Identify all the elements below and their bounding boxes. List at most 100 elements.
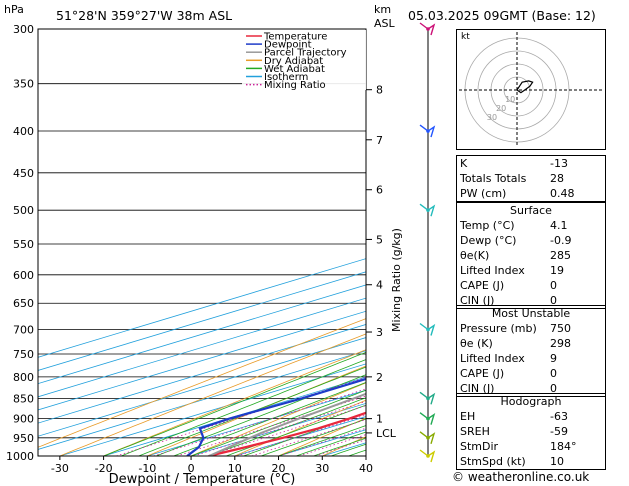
row-value: -63 (550, 410, 568, 423)
row-value: 285 (550, 249, 571, 262)
isotherm-line (38, 297, 366, 398)
dry-adiabat-line (103, 349, 366, 456)
pressure-tick-label: 850 (13, 392, 34, 405)
table-row: CAPE (J) 0 (457, 278, 606, 293)
row-value: -0.9 (550, 234, 572, 247)
indices-table: K -13 Totals Totals 28 PW (cm) 0.48 (456, 155, 606, 202)
table-row: Temp (°C) 4.1 (457, 218, 606, 233)
row-label: Pressure (mb) (460, 322, 537, 335)
hodograph-trace (516, 80, 534, 94)
table-header: Surface (510, 204, 552, 217)
row-value: 0 (550, 294, 557, 307)
row-label: SREH (460, 425, 490, 438)
km-tick-label: 3 (376, 326, 383, 339)
row-value: 0.48 (550, 187, 575, 200)
series-line-parcel-trajectory (208, 392, 366, 456)
km-tick-label: 5 (376, 233, 383, 246)
datetime-header: 05.03.2025 09GMT (Base: 12) (408, 8, 596, 23)
row-value: 10 (550, 455, 564, 468)
hodograph-stats-table: Hodograph EH -63 SREH -59 StmDir 184° StmSpd (k… (456, 393, 606, 470)
isotherm-line (38, 350, 366, 450)
mixing-ratio-line (153, 388, 366, 456)
temp-tick-label: 10 (228, 462, 242, 475)
pressure-tick-label: 450 (13, 167, 34, 180)
mixing-ratio-line (236, 414, 366, 456)
temp-tick-label: 30 (315, 462, 329, 475)
wet-adiabat-line (120, 359, 366, 456)
row-label: Temp (°C) (460, 219, 515, 232)
legend-label: Isotherm (264, 72, 308, 83)
mixing-ratio-line (116, 377, 366, 456)
mixing-ratio-line (278, 427, 366, 456)
plot-frame (37, 28, 367, 457)
pressure-tick-label: 900 (13, 413, 34, 426)
dry-adiabat-line (234, 399, 366, 456)
mixing-ratio-line (207, 405, 366, 456)
row-label: StmSpd (kt) (460, 455, 526, 468)
table-row: CAPE (J) 0 (457, 366, 606, 381)
row-label: EH (460, 410, 476, 423)
row-value: 28 (550, 172, 564, 185)
dry-adiabat-line (38, 318, 366, 448)
pressure-tick-label: 300 (13, 23, 34, 36)
wet-adiabat-line (208, 397, 366, 456)
km-tick-label: 7 (376, 134, 383, 147)
legend-label: Parcel Trajectory (264, 48, 347, 59)
km-unit: km (374, 3, 391, 16)
temp-tick-label: 40 (359, 462, 373, 475)
wet-adiabat-line (225, 404, 366, 456)
hodograph-ring-label: 20 (496, 104, 506, 113)
row-label: CIN (J) (460, 294, 495, 307)
row-value: -13 (550, 157, 568, 170)
table-row: StmDir 184° (457, 439, 606, 454)
hodograph-ring-label: 30 (487, 113, 497, 122)
row-value: 4.1 (550, 219, 568, 232)
isotherm-line (38, 324, 366, 424)
hpa-unit: hPa (4, 3, 24, 16)
row-label: PW (cm) (460, 187, 507, 200)
mixing-ratio-line (193, 400, 366, 456)
row-label: Lifted Index (460, 264, 525, 277)
km-tick-label: 8 (376, 84, 383, 97)
dry-adiabat-line (59, 333, 366, 456)
pressure-tick-label: 700 (13, 324, 34, 337)
isotherm-line (38, 337, 366, 437)
legend-label: Temperature (263, 32, 327, 43)
isotherm-line (59, 363, 366, 456)
table-row: SREH -59 (457, 424, 606, 439)
temp-tick-label: 20 (272, 462, 286, 475)
row-label: Dewp (°C) (460, 234, 517, 247)
row-label: θe(K) (460, 249, 490, 262)
table-row: Totals Totals 28 (457, 171, 606, 186)
row-value: 750 (550, 322, 571, 335)
row-label: Totals Totals (460, 172, 527, 185)
table-row: CIN (J) 0 (457, 293, 606, 309)
pressure-tick-label: 350 (13, 78, 34, 91)
km-tick-label: 4 (376, 279, 383, 292)
legend-box (242, 30, 366, 90)
temp-tick-label: 0 (188, 462, 195, 475)
wet-adiabat-line (103, 351, 366, 456)
row-label: CAPE (J) (460, 279, 505, 292)
row-value: 184° (550, 440, 577, 453)
table-header: Most Unstable (491, 307, 571, 320)
wind-barb-point (426, 27, 430, 31)
row-label: θe (K) (460, 337, 493, 350)
table-row: PW (cm) 0.48 (457, 186, 606, 202)
most-unstable-table: Most Unstable Pressure (mb) 750 θe (K) 298 Li… (456, 305, 606, 397)
y-axis-label: Mixing Ratio (g/kg) (390, 228, 403, 332)
temp-tick-label: -30 (51, 462, 69, 475)
km-tick-label: 1 (376, 413, 383, 426)
wind-barb-point (426, 129, 430, 133)
row-label: CIN (J) (460, 382, 495, 395)
row-value: -59 (550, 425, 568, 438)
pressure-tick-label: 800 (13, 371, 34, 384)
credit-text: © weatheronline.co.uk (452, 470, 590, 484)
legend-label: Dry Adiabat (264, 56, 323, 67)
isotherm-line (38, 310, 366, 411)
table-header: Hodograph (500, 395, 562, 408)
row-value: 0 (550, 279, 557, 292)
wet-adiabat-line (190, 389, 366, 456)
